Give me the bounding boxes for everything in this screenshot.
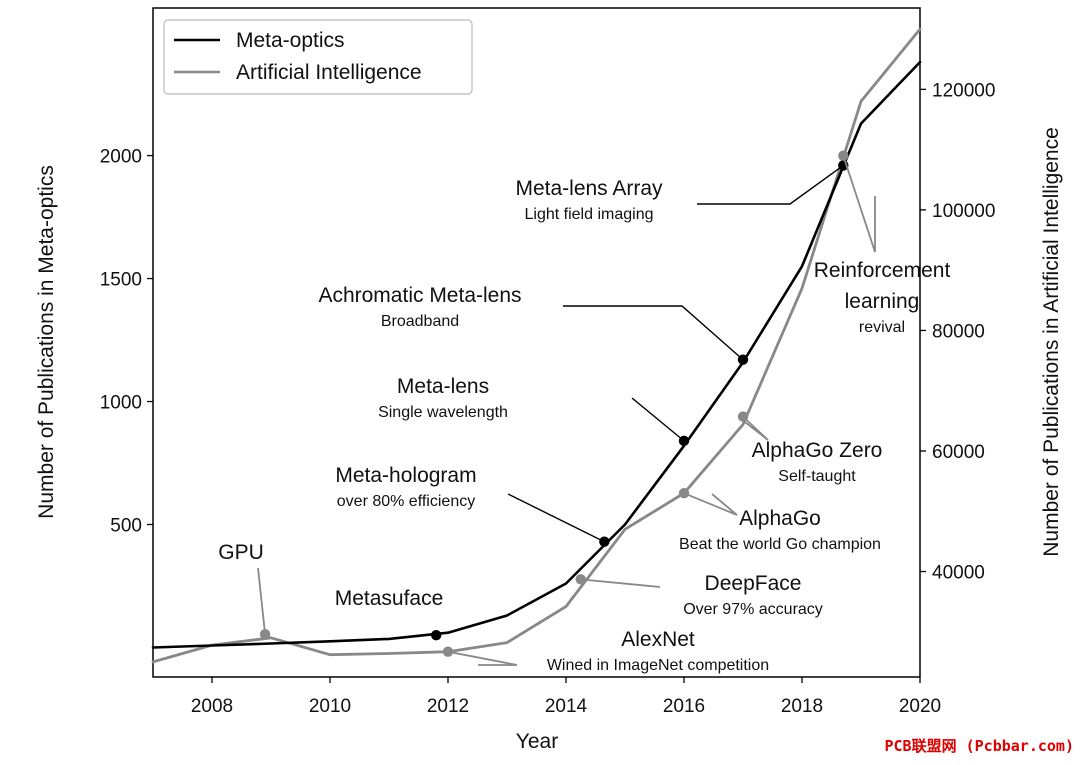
x-tick-label: 2010 <box>309 696 351 717</box>
annotation-title: Metasuface <box>335 587 444 610</box>
annotation-marker <box>678 487 690 499</box>
annotation-subtitle: Broadband <box>381 313 459 330</box>
annotation-leader-line <box>580 578 661 588</box>
annotation-marker <box>678 435 690 447</box>
annotation-marker <box>737 411 749 422</box>
annotation-subtitle: Light field imaging <box>525 206 654 223</box>
annotation-title: Meta-lens <box>397 375 489 398</box>
annotation-marker <box>259 629 271 640</box>
left-y-axis-title: Number of Publications in Meta-optics <box>35 165 58 519</box>
x-tick-label: 2018 <box>781 696 823 717</box>
annotation-leader-line <box>683 492 738 516</box>
series-lines <box>151 27 922 664</box>
right-y-tick-label: 120000 <box>932 80 995 101</box>
right-y-tick-label: 80000 <box>932 321 985 342</box>
left-y-tick-label: 1500 <box>100 270 142 291</box>
x-tick-label: 2020 <box>899 696 941 717</box>
annotation-marker <box>737 354 749 365</box>
annotation-subtitle: Single wavelength <box>378 404 508 421</box>
left-y-tick-label: 2000 <box>100 147 142 168</box>
annotation-title: Meta-lens Array <box>515 177 663 200</box>
legend-box <box>163 19 473 95</box>
legend-label-artificial-intelligence: Artificial Intelligence <box>236 61 422 84</box>
annotation-leader-line <box>742 415 769 441</box>
right-y-tick-label: 40000 <box>932 563 985 584</box>
x-axis-title: Year <box>516 730 558 753</box>
annotation-subtitle: over 80% efficiency <box>337 493 475 510</box>
annotation-title: DeepFace <box>705 572 802 595</box>
axes-ticks: 2008 2010 2012 2014 2016 2018 2020 500 1000 1500 2… <box>100 80 996 717</box>
annotation-marker <box>575 574 586 585</box>
annotation-leader-line <box>507 493 605 543</box>
annotation-title: Reinforcement <box>814 259 951 282</box>
x-tick-label: 2014 <box>545 696 588 717</box>
series-line-meta-optics <box>151 60 922 649</box>
x-tick-label: 2008 <box>191 696 233 717</box>
annotation-subtitle: Wined in ImageNet competition <box>547 657 769 674</box>
annotation-title: AlexNet <box>621 628 695 651</box>
legend: Meta-optics Artificial Intelligence <box>163 19 473 95</box>
annotation-title: AlphaGo Zero <box>752 439 883 462</box>
annotation-leader-line <box>447 650 518 666</box>
right-y-tick-label: 60000 <box>932 442 985 463</box>
annotation-subtitle: Self-taught <box>778 468 856 485</box>
annotation-leader-line <box>842 155 876 253</box>
annotation-leader-line <box>257 567 266 635</box>
annotation-subtitle: Over 97% accuracy <box>683 601 823 618</box>
plot-frame <box>152 7 921 678</box>
right-y-axis-title: Number of Publications in Artificial Int… <box>1040 127 1063 557</box>
left-y-tick-label: 500 <box>110 516 142 537</box>
annotation-leader-line <box>697 164 844 205</box>
left-y-tick-label: 1000 <box>100 393 142 414</box>
annotation-marker <box>442 646 454 657</box>
legend-label-meta-optics: Meta-optics <box>236 29 345 52</box>
annotation-title: AlphaGo <box>739 507 821 530</box>
annotation-leader-line <box>631 397 685 442</box>
annotation-title: Achromatic Meta-lens <box>318 284 521 307</box>
annotation-marker <box>431 629 442 641</box>
annotation-title: learning <box>845 290 920 313</box>
annotation-subtitle: Beat the world Go champion <box>679 536 881 553</box>
right-y-tick-label: 100000 <box>932 201 995 222</box>
watermark-text: PCB联盟网 (Pcbbar.com) <box>884 737 1075 755</box>
series-line-artificial-intelligence <box>151 27 922 664</box>
annotation-marker <box>599 536 610 547</box>
annotation-marker <box>838 150 849 161</box>
x-tick-label: 2016 <box>663 696 705 717</box>
x-tick-label: 2012 <box>427 696 469 717</box>
annotation-title: Meta-hologram <box>335 464 476 487</box>
annotations: Metasuface Meta-hologram over 80% efficien… <box>218 150 950 674</box>
annotation-leader-line <box>563 305 744 361</box>
annotation-subtitle: revival <box>859 319 905 336</box>
annotation-title: GPU <box>218 541 264 564</box>
